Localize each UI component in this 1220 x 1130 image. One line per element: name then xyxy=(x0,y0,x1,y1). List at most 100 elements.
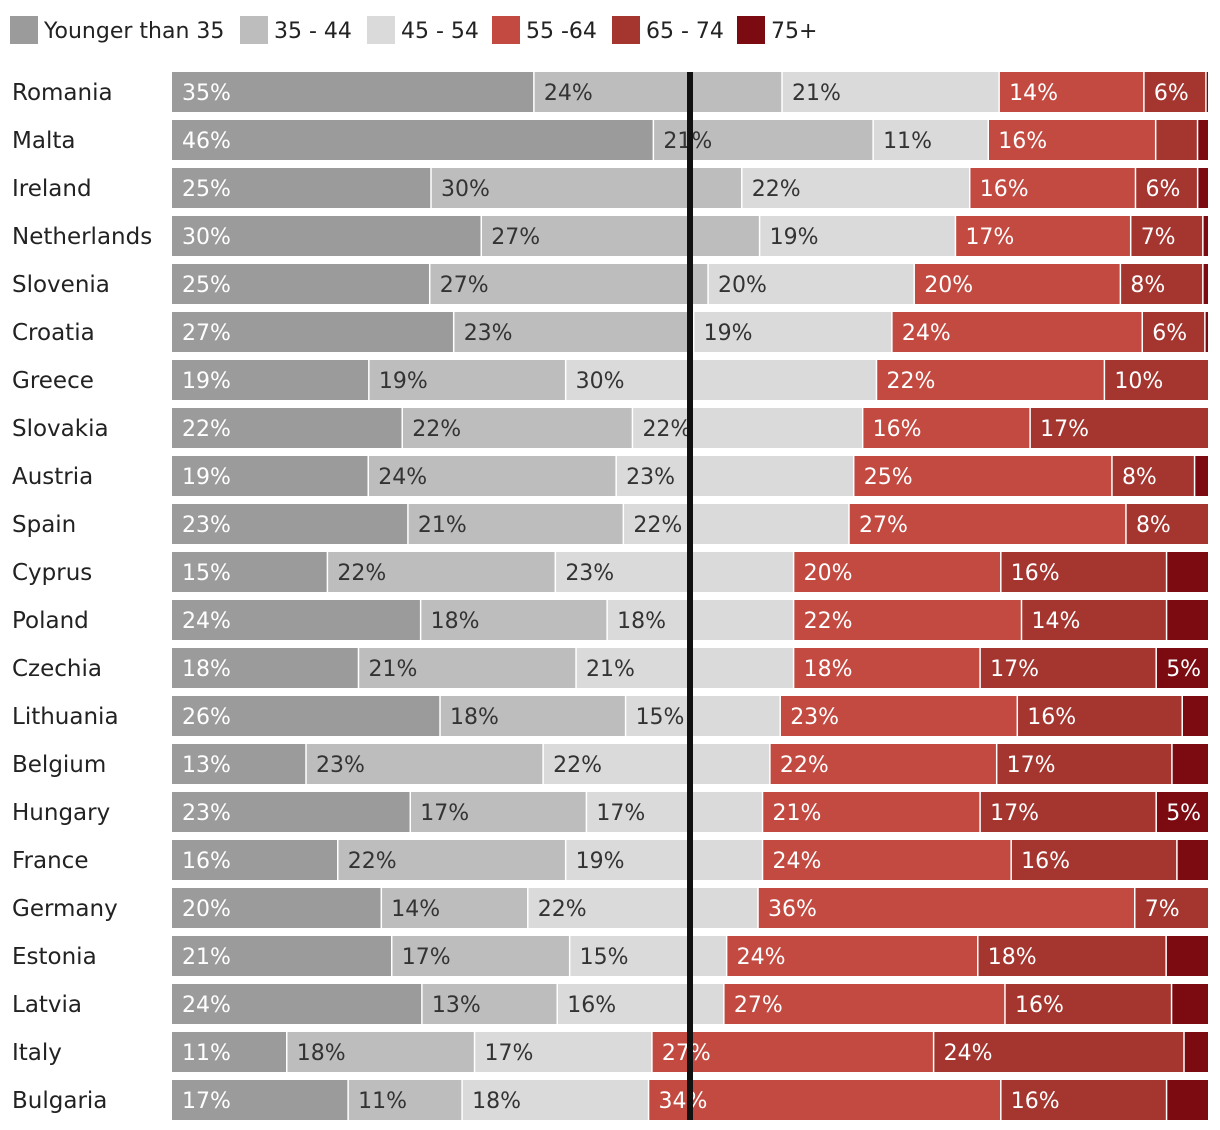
bar-row: Ireland 25% 30% 22% 16% 6% xyxy=(12,168,1208,208)
data-label: 27% xyxy=(491,225,540,250)
bar-segment xyxy=(607,600,794,640)
legend-swatch-5 xyxy=(737,16,765,44)
bar-segment xyxy=(977,936,1167,976)
bar-segment xyxy=(1166,936,1208,976)
data-label: 16% xyxy=(873,417,922,442)
legend-label-2: 45 - 54 xyxy=(401,19,479,44)
data-label: 11% xyxy=(358,1089,407,1114)
data-label: 15% xyxy=(182,561,231,586)
data-label: 16% xyxy=(567,993,616,1018)
bar-segment xyxy=(1166,552,1208,592)
legend-swatch-1 xyxy=(240,16,268,44)
bar-segment xyxy=(474,1032,652,1072)
bar-segment xyxy=(172,936,392,976)
data-label: 24% xyxy=(182,993,231,1018)
bar-row: Cyprus 15% 22% 23% 20% 16% xyxy=(12,552,1208,592)
legend-label-3: 55 -64 xyxy=(526,19,597,44)
bar-segment xyxy=(453,312,694,352)
legend-label-4: 65 - 74 xyxy=(646,19,724,44)
data-label: 22% xyxy=(780,753,829,778)
data-label: 17% xyxy=(485,1041,534,1066)
legend-label-1: 35 - 44 xyxy=(274,19,352,44)
data-label: 5% xyxy=(1166,801,1201,826)
data-label: 30% xyxy=(441,177,490,202)
bar-row: Croatia 27% 23% 19% 24% 6% xyxy=(12,312,1208,352)
bar-segment xyxy=(565,360,877,400)
category-label: Cyprus xyxy=(12,560,92,586)
bar-segment xyxy=(1166,600,1208,640)
data-label: 21% xyxy=(586,657,635,682)
bar-segment xyxy=(1194,456,1208,496)
data-label: 25% xyxy=(182,273,231,298)
bar-segment xyxy=(1142,312,1205,352)
bar-segment xyxy=(853,456,1112,496)
bar-segment xyxy=(1135,168,1198,208)
category-label: Malta xyxy=(12,128,75,154)
data-label: 25% xyxy=(864,465,913,490)
data-label: 7% xyxy=(1141,225,1176,250)
data-label: 35% xyxy=(182,81,231,106)
data-label: 19% xyxy=(379,369,428,394)
data-label: 21% xyxy=(368,657,417,682)
data-label: 23% xyxy=(316,753,365,778)
bar-segment xyxy=(172,600,421,640)
data-label: 16% xyxy=(182,849,231,874)
category-label: Austria xyxy=(12,464,93,490)
bar-segment xyxy=(576,648,794,688)
bar-segment xyxy=(381,888,528,928)
bar-segment xyxy=(848,504,1126,544)
data-label: 7% xyxy=(1145,897,1180,922)
bar-segment xyxy=(172,264,430,304)
bar-segment xyxy=(1011,840,1177,880)
bar-segment xyxy=(625,696,781,736)
bar-segment xyxy=(955,216,1131,256)
bar-segment xyxy=(1120,264,1203,304)
bar-segment xyxy=(327,552,556,592)
category-label: Latvia xyxy=(12,992,82,1018)
data-label: 15% xyxy=(580,945,629,970)
data-label: 17% xyxy=(1007,753,1056,778)
data-label: 18% xyxy=(804,657,853,682)
bar-segment xyxy=(172,360,369,400)
bar-segment xyxy=(368,456,617,496)
data-label: 17% xyxy=(965,225,1014,250)
bar-segment xyxy=(1197,168,1208,208)
bar-segment xyxy=(758,888,1135,928)
bar-segment xyxy=(693,312,892,352)
category-label: Belgium xyxy=(12,752,106,778)
category-label: Bulgaria xyxy=(12,1088,107,1114)
data-label: 24% xyxy=(182,609,231,634)
data-label: 36% xyxy=(768,897,817,922)
data-label: 18% xyxy=(450,705,499,730)
data-label: 30% xyxy=(576,369,625,394)
bar-segment xyxy=(762,792,981,832)
bar-segment xyxy=(741,168,970,208)
data-label: 27% xyxy=(182,321,231,346)
bar-segment xyxy=(391,936,570,976)
category-label: Slovakia xyxy=(12,416,109,442)
category-label: Hungary xyxy=(12,800,110,826)
bar-row: Slovenia 25% 27% 20% 20% 8% xyxy=(12,264,1208,304)
category-label: Lithuania xyxy=(12,704,119,730)
bar-segment xyxy=(914,264,1121,304)
data-label: 16% xyxy=(1015,993,1064,1018)
bar-row: Poland 24% 18% 18% 22% 14% xyxy=(12,600,1208,640)
bar-segment xyxy=(623,504,849,544)
bar-segment xyxy=(762,840,1012,880)
data-label: 21% xyxy=(418,513,467,538)
bar-segment xyxy=(1204,312,1208,352)
bar-segment xyxy=(172,1032,287,1072)
bar-segment xyxy=(306,744,544,784)
bar-segment xyxy=(1004,984,1172,1024)
bar-segment xyxy=(172,168,431,208)
data-label: 14% xyxy=(391,897,440,922)
bar-row: France 16% 22% 19% 24% 16% xyxy=(12,840,1208,880)
data-label: 26% xyxy=(182,705,231,730)
category-label: Czechia xyxy=(12,656,102,682)
bar-row: Bulgaria 17% 11% 18% 34% 16% xyxy=(12,1080,1208,1120)
legend: Younger than 35 35 - 44 45 - 54 55 -64 65 - … xyxy=(10,16,817,44)
bar-segment xyxy=(996,744,1172,784)
bar-segment xyxy=(780,696,1018,736)
data-label: 20% xyxy=(924,273,973,298)
bar-segment xyxy=(172,216,482,256)
